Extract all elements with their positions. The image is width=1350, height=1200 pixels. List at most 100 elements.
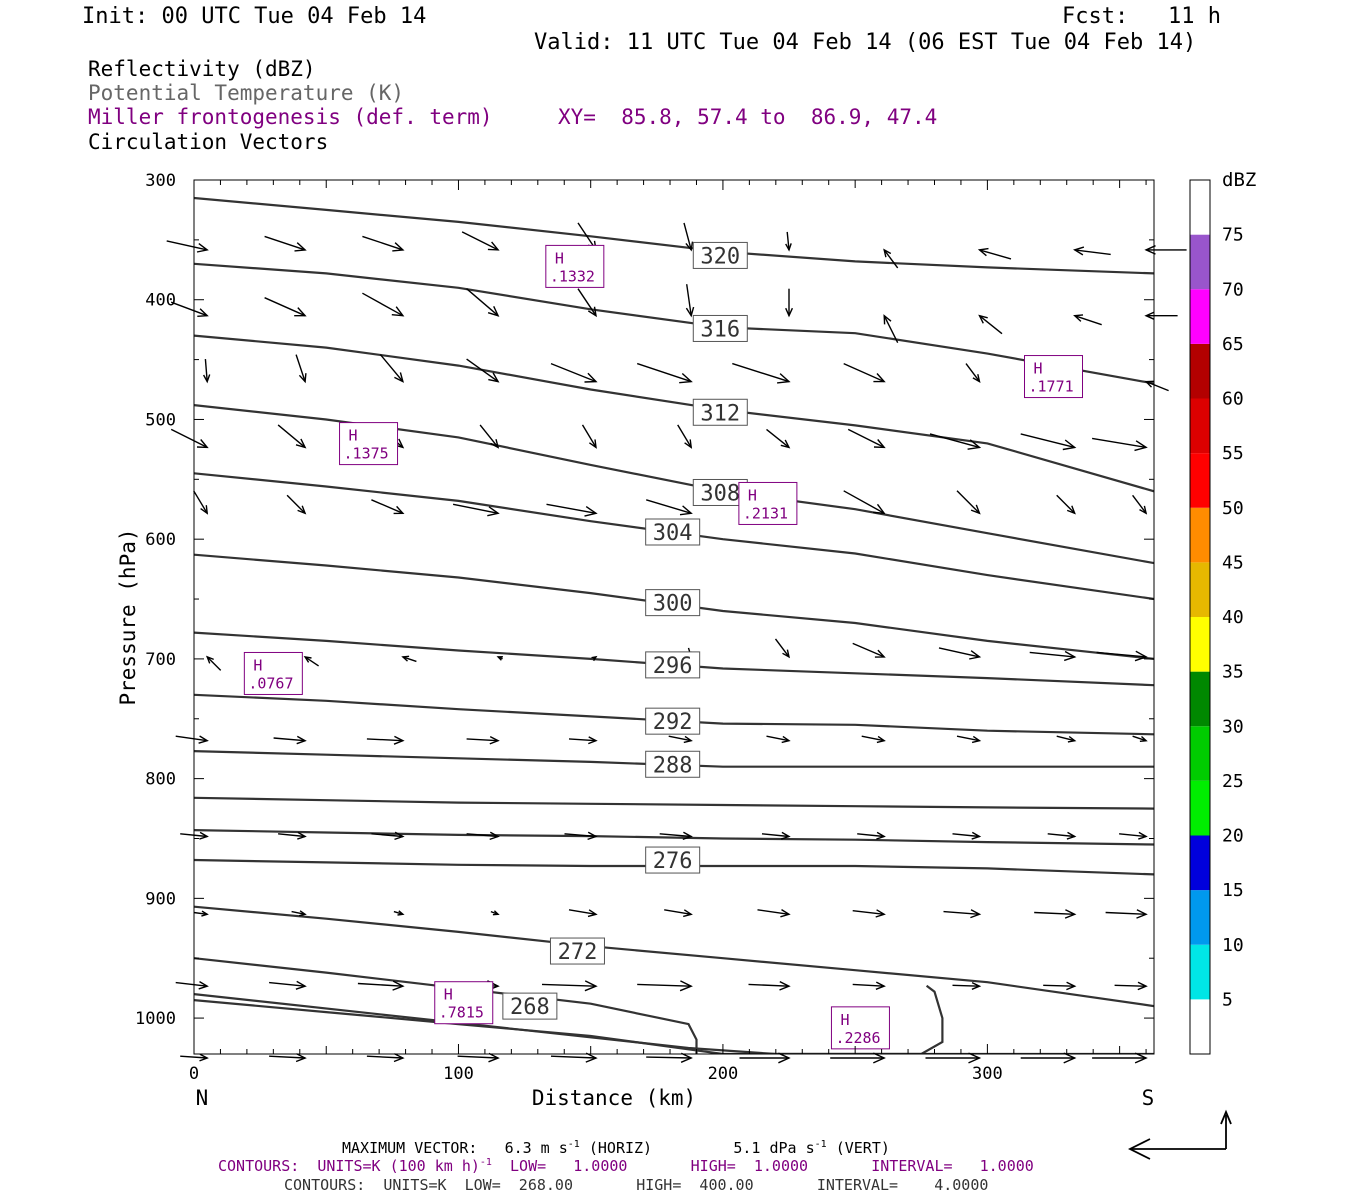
fgen-value: .0767 (248, 674, 293, 692)
colorbar-label: 30 (1222, 716, 1244, 737)
circulation-vector (303, 655, 319, 667)
reference-vertical-head (1220, 1109, 1232, 1125)
isentrope-284 (194, 796, 1154, 810)
circulation-vector (357, 980, 405, 991)
circulation-vector (965, 363, 981, 383)
circulation-vector (761, 831, 791, 840)
circulation-vector (1056, 735, 1077, 743)
circulation-vector (393, 910, 405, 916)
circulation-vector (362, 292, 405, 317)
colorbar-segment (1190, 453, 1210, 508)
circulation-vector (564, 831, 598, 841)
circulation-vector (269, 980, 307, 990)
circulation-vector (278, 831, 307, 840)
circulation-vector (1043, 981, 1077, 991)
circulation-vector (683, 222, 694, 252)
circulation-vector (452, 503, 500, 517)
svg-text:316: 316 (700, 317, 740, 342)
fgen-value: .1332 (550, 267, 595, 285)
circulation-vector (461, 231, 500, 251)
forecast-hour: Fcst: 11 h (1062, 4, 1221, 29)
circulation-vector (925, 1052, 982, 1064)
circulation-vector (277, 424, 307, 449)
circulation-vector (546, 503, 598, 517)
circulation-vector (739, 1052, 791, 1064)
colorbar-segment (1190, 726, 1210, 781)
theta-contour-info: CONTOURS: UNITS=K LOW= 268.00 HIGH= 400.… (284, 1176, 989, 1194)
circulation-vector (1092, 1052, 1148, 1064)
circulation-vector (1034, 909, 1077, 919)
colorbar-segment (1190, 890, 1210, 945)
svg-text:320: 320 (700, 244, 740, 269)
circulation-vector (1029, 650, 1077, 662)
circulation-vector (479, 424, 500, 449)
y-tick-label: 500 (145, 410, 176, 430)
fgen-units: CONTOURS: UNITS=K (100 km h) (218, 1157, 480, 1175)
x-tick-label: 0 (189, 1064, 199, 1084)
isentrope-layer (194, 196, 1154, 1054)
circulation-vector (1144, 380, 1169, 392)
circulation-vector (366, 1053, 405, 1063)
svg-text:300: 300 (653, 592, 693, 617)
isentrope-272 (194, 905, 1154, 1008)
fgen-value: .2286 (835, 1029, 880, 1047)
frontogenesis-max: H.2286 (830, 1006, 890, 1050)
circulation-vector (550, 362, 598, 383)
circulation-vector (977, 247, 1012, 260)
init-time: Init: 00 UTC Tue 04 Feb 14 (82, 4, 427, 29)
svg-text:288: 288 (653, 753, 693, 778)
isentrope-label: 292 (645, 707, 701, 735)
y-tick-label: 900 (145, 889, 176, 909)
svg-text:272: 272 (558, 940, 598, 965)
svg-text:308: 308 (700, 481, 740, 506)
max-horiz-exp: -1 (567, 1139, 580, 1150)
isentrope-label: 300 (645, 589, 701, 617)
y-tick-label: 600 (145, 530, 176, 550)
plot-frame (193, 179, 1155, 1055)
circulation-vector (170, 301, 209, 317)
circulation-vector (677, 424, 693, 449)
circulation-vector (757, 909, 791, 918)
fgen-marker: H (555, 249, 564, 267)
isentrope-label: 308 (692, 478, 748, 506)
circulation-vector (175, 980, 209, 990)
fgen-marker: H (748, 486, 757, 504)
y-tick-label: 300 (145, 171, 176, 191)
max-vector-line: MAXIMUM VECTOR: 6.3 m s-1 (HORIZ) 5.1 dP… (342, 1139, 890, 1157)
fgen-rest: LOW= 1.0000 HIGH= 1.0000 INTERVAL= 1.000… (491, 1157, 1034, 1175)
colorbar-label: 70 (1222, 279, 1244, 300)
circulation-vector (170, 428, 209, 449)
circulation-vector (1132, 735, 1148, 742)
isentrope-label: 268 (502, 992, 558, 1020)
circulation-vector (748, 980, 791, 991)
y-tick-label: 800 (145, 770, 176, 790)
colorbar-frame (1189, 179, 1211, 1055)
circulation-vector (861, 735, 886, 744)
circulation-vector (1056, 494, 1076, 515)
svg-text:296: 296 (653, 654, 693, 679)
circulation-vector (466, 288, 500, 317)
circulation-vector (568, 909, 598, 918)
circulation-vector (273, 735, 307, 745)
circulation-vector (646, 1052, 693, 1063)
svg-text:276: 276 (653, 849, 693, 874)
circulation-vector (466, 831, 500, 841)
circulation-vector (1144, 245, 1187, 255)
layer-frontogenesis: Miller frontogenesis (def. term) (88, 105, 493, 129)
isentrope-320 (194, 196, 1154, 275)
frontogenesis-max: H.0767 (243, 651, 303, 695)
axes-layer: 300 400 500 600 700 800 900 1000 0 100 200 300 Dista… (116, 171, 1154, 1110)
circulation-vector (785, 288, 794, 318)
circulation-vector (668, 735, 693, 744)
max-vector-label: MAXIMUM VECTOR: (342, 1139, 478, 1157)
layer-potential-temperature: Potential Temperature (K) (88, 81, 405, 105)
circulation-vector (774, 638, 791, 659)
frontogenesis-contour-info: CONTOURS: UNITS=K (100 km h)-1 LOW= 1.00… (218, 1157, 1034, 1175)
colorbar-label: 5 (1222, 989, 1233, 1010)
circulation-vector (591, 655, 598, 662)
circulation-vector (645, 499, 693, 516)
fgen-marker: H (253, 656, 262, 674)
circulation-vector (371, 499, 405, 515)
circulation-vector (943, 909, 982, 919)
colorbar-label: 50 (1222, 498, 1244, 519)
